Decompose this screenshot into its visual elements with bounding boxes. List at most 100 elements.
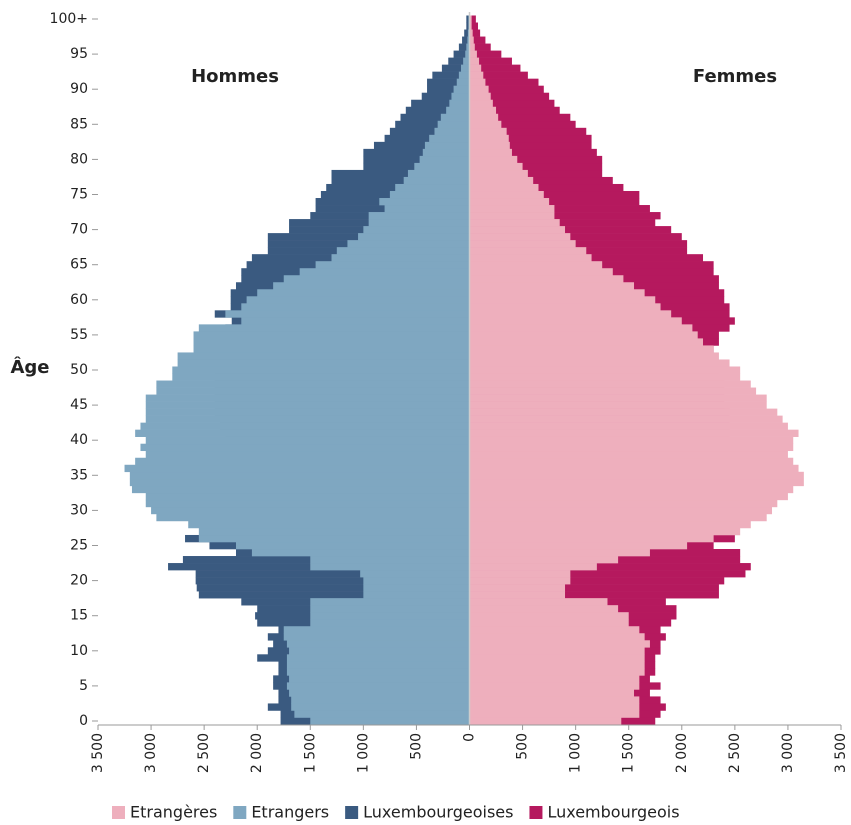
bar: [469, 598, 608, 606]
bar: [198, 591, 470, 599]
bar: [469, 50, 502, 58]
y-tick-label: 45: [70, 397, 88, 413]
bar: [469, 99, 555, 108]
y-tick-label: 50: [70, 362, 88, 378]
bar: [198, 527, 470, 536]
bar: [469, 50, 477, 58]
x-tick-label: 1 000: [355, 733, 371, 773]
bar: [129, 471, 470, 480]
bar: [469, 247, 587, 255]
bar: [368, 212, 470, 220]
bar: [469, 57, 480, 65]
bar: [469, 226, 672, 234]
bar: [172, 366, 470, 374]
bar: [469, 127, 587, 136]
bar: [466, 43, 470, 51]
bar: [469, 296, 656, 304]
y-tick-label: 30: [70, 502, 88, 518]
bar: [283, 275, 470, 283]
bar: [291, 696, 470, 704]
bar: [449, 99, 470, 108]
bar: [469, 169, 603, 178]
bar: [469, 113, 571, 122]
bar: [363, 584, 470, 592]
bar: [469, 499, 778, 508]
bar: [469, 282, 635, 290]
bar: [469, 647, 645, 655]
bar: [419, 155, 470, 164]
bar: [469, 162, 603, 171]
bar: [469, 289, 645, 297]
bar: [331, 176, 470, 185]
bar: [289, 647, 470, 655]
bar: [469, 240, 688, 248]
bar: [135, 429, 470, 437]
bar: [294, 710, 470, 718]
bar: [400, 113, 470, 122]
x-tick-label: 0: [462, 733, 478, 742]
y-tick-label: 10: [70, 643, 88, 659]
bar: [469, 141, 592, 150]
bar: [469, 78, 486, 86]
bar: [291, 703, 470, 711]
bar: [469, 464, 799, 473]
bar: [469, 212, 555, 220]
bar: [469, 520, 751, 529]
y-tick-label: 80: [70, 151, 88, 167]
bar: [299, 268, 470, 276]
right-label: Femmes: [693, 66, 777, 87]
bar: [469, 591, 566, 599]
bar: [469, 106, 497, 115]
bar: [177, 359, 470, 367]
bar: [469, 668, 645, 676]
bar: [469, 661, 645, 669]
bar: [145, 499, 470, 508]
bar: [469, 127, 507, 136]
x-tick-label: 500: [515, 733, 531, 760]
bar: [172, 373, 470, 381]
bar: [193, 345, 470, 353]
bar: [469, 64, 482, 72]
y-tick-label: 65: [70, 257, 88, 273]
bar: [469, 345, 714, 353]
bar: [469, 134, 592, 143]
bar: [469, 198, 640, 206]
bar: [469, 359, 730, 367]
bar: [456, 78, 470, 86]
bar: [469, 148, 597, 157]
bar: [469, 387, 757, 395]
x-tick-label: 500: [408, 733, 424, 760]
bar: [286, 682, 470, 690]
bar: [257, 289, 470, 297]
bar: [310, 619, 470, 627]
bar: [469, 478, 804, 487]
x-tick-label: 2 500: [727, 733, 743, 773]
bar: [403, 176, 470, 185]
bar: [145, 394, 470, 402]
bar: [395, 120, 470, 129]
bar: [286, 640, 470, 648]
bar: [407, 169, 470, 178]
bar: [469, 162, 523, 171]
bar: [469, 352, 719, 360]
bar: [469, 57, 512, 65]
bar: [469, 219, 560, 227]
bar: [145, 408, 470, 416]
y-tick-label: 35: [70, 467, 88, 483]
bar: [469, 429, 799, 437]
bar: [469, 233, 682, 241]
bar: [469, 338, 704, 346]
bar: [286, 661, 470, 669]
bar: [363, 148, 470, 157]
x-tick-label: 2 500: [196, 733, 212, 773]
bar: [469, 492, 788, 501]
bar: [469, 471, 804, 480]
bar: [463, 57, 470, 65]
bar: [241, 317, 470, 325]
bar: [469, 78, 539, 86]
bar: [395, 183, 470, 192]
bar: [469, 254, 592, 262]
bar: [469, 549, 650, 557]
bar: [469, 563, 597, 571]
